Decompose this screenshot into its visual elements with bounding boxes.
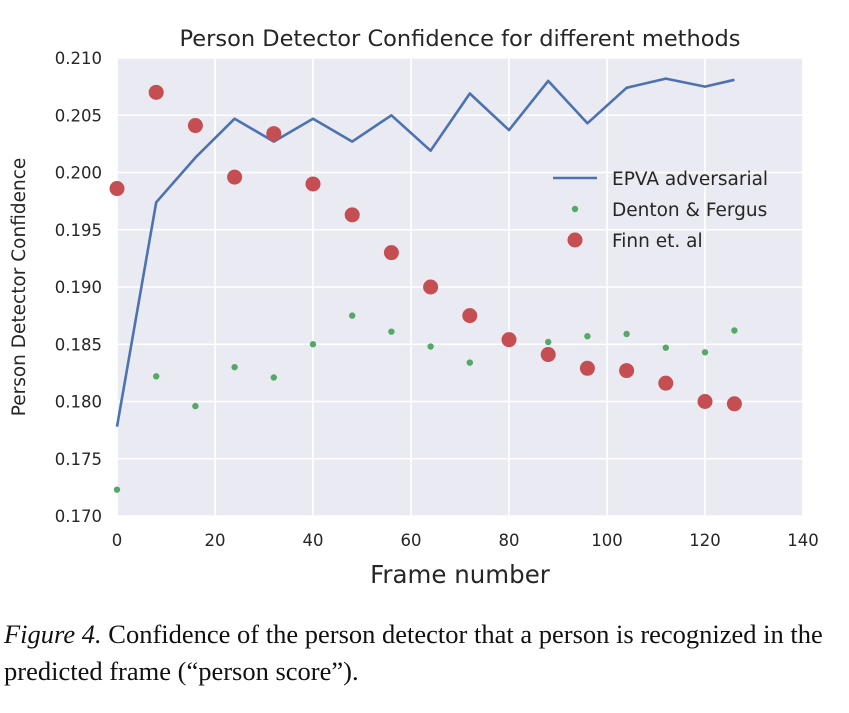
legend-label: Denton & Fergus [612,200,767,221]
point-denton-fergus [153,373,160,380]
x-tick-label: 80 [499,531,520,550]
point-finn [344,207,360,223]
y-tick-label: 0.175 [55,450,102,469]
axes: 0.210 0.205 0.200 0.195 0.190 0.185 0.180 0.175… [55,49,819,550]
point-finn [383,245,399,261]
legend: EPVA adversarial Denton & Fergus Finn et. … [553,169,768,252]
point-denton-fergus [731,327,738,334]
y-axis-label: Person Detector Confidence [9,158,30,417]
point-denton-fergus [231,363,238,371]
point-finn [501,332,517,348]
point-finn [109,181,125,197]
y-tick-label: 0.195 [55,221,102,240]
caption-text: Confidence of the person detector that a… [4,619,823,686]
point-denton-fergus [270,374,277,381]
point-denton-fergus [545,338,552,346]
point-finn [148,84,164,100]
point-denton-fergus [427,343,434,350]
x-axis-label: Frame number [370,560,551,589]
point-finn [619,363,635,379]
x-tick-label: 140 [787,531,819,550]
chart-title: Person Detector Confidence for different… [179,26,740,52]
point-denton-fergus [309,341,317,348]
point-denton-fergus [192,402,199,410]
x-tick-label: 120 [689,531,721,550]
point-finn [187,118,203,134]
x-tick-label: 100 [591,531,623,550]
y-tick-label: 0.180 [55,393,102,412]
y-tick-label: 0.205 [55,106,102,125]
x-tick-label: 40 [303,531,324,550]
point-finn [227,169,243,185]
figure-label: Figure 4. [4,619,102,649]
point-finn [726,396,742,412]
point-denton-fergus [349,312,356,319]
point-finn [540,347,556,363]
x-tick-label: 20 [205,531,226,550]
point-denton-fergus [701,349,709,356]
y-tick-label: 0.190 [55,278,102,297]
point-denton-fergus [388,328,395,335]
point-denton-fergus [623,330,630,338]
series-line-epva [115,77,735,427]
point-finn [579,360,595,376]
series [109,77,742,493]
x-tick-label: 0 [112,531,123,550]
point-denton-fergus [466,359,473,366]
legend-marker-large-dot [567,232,583,248]
point-finn [305,176,321,192]
y-tick-label: 0.185 [55,335,102,354]
y-tick-label: 0.210 [55,49,102,68]
legend-marker-small-dot [571,205,579,213]
legend-label: Finn et. al [612,231,703,252]
point-finn [658,375,674,391]
figure-caption: Figure 4. Confidence of the person detec… [4,616,844,690]
point-finn [462,308,478,324]
y-tick-label: 0.200 [55,164,102,183]
point-denton-fergus [662,344,669,351]
y-tick-label: 0.170 [55,507,102,526]
chart: 0.210 0.205 0.200 0.195 0.190 0.185 0.180 0.175… [9,26,819,589]
point-denton-fergus [113,486,121,493]
point-finn [266,126,282,142]
legend-label: EPVA adversarial [612,169,768,190]
point-denton-fergus [584,333,591,340]
x-tick-label: 60 [401,531,422,550]
point-finn [423,279,439,295]
point-finn [697,394,713,409]
